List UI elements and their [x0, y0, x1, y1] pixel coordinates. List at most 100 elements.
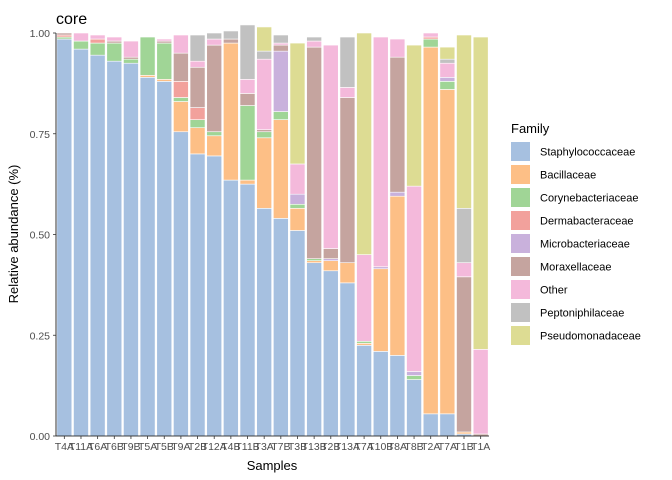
bar-segment-staphylococcaceae-t5a — [139, 77, 156, 437]
bar-segment-staphylococcaceae-t9a — [173, 131, 189, 437]
bar-segment-bacillaceae-t11b — [239, 179, 256, 185]
bar-segment-moraxellaceae-t9b — [123, 56, 139, 60]
bar-segment-staphylococcaceae-t7a — [439, 413, 456, 437]
bar-segment-other-t5b — [156, 38, 173, 42]
bar-segment-corynebacteriaceae-t6b — [106, 42, 123, 62]
bar-segment-corynebacteriaceae-t7a — [356, 340, 372, 344]
bar-segment-pseudomonadaceae-t8b — [406, 44, 422, 187]
bar-segment-dermabacteraceae-t9a — [173, 81, 189, 98]
x-tick-label: T6A — [88, 441, 107, 453]
y-axis: 0.00 0.25 0.50 0.75 1.00 — [30, 28, 56, 443]
x-tick-label: T13B — [302, 441, 327, 453]
bar-segment-bacillaceae-t12a — [206, 135, 223, 157]
bar-segment-peptoniphilaceae-t13b — [306, 36, 322, 42]
x-tick-label: T6B — [105, 441, 124, 453]
legend-key-microbacteriaceae — [511, 234, 530, 253]
bar-segment-other-t9b — [123, 40, 139, 58]
x-tick-label: T3B — [288, 441, 307, 453]
bar-segment-peptoniphilaceae-t3a — [256, 50, 272, 60]
x-tick-label: T7A — [438, 441, 457, 453]
x-axis-title: Samples — [247, 458, 298, 473]
bar-segment-corynebacteriaceae-t13b — [306, 258, 322, 261]
bar-segment-bacillaceae-t10b — [372, 268, 389, 352]
bar-segment-corynebacteriaceae-t7a — [439, 81, 456, 90]
bar-segment-other-t13a — [339, 87, 356, 98]
bar-segment-other-t11b — [239, 79, 256, 94]
bar-segment-moraxellaceae-t13b — [306, 46, 322, 259]
x-tick-label: T4B — [221, 441, 240, 453]
bar-segment-bacillaceae-t13a — [339, 262, 356, 284]
bar-segment-staphylococcaceae-t12a — [206, 155, 223, 437]
x-tick-label: T2B — [321, 441, 340, 453]
legend-key-dermabacteraceae — [511, 211, 530, 230]
bar-segment-moraxellaceae-t8a — [389, 56, 406, 193]
plot-area — [56, 24, 489, 437]
bar-segment-bacillaceae-t4b — [223, 42, 239, 181]
bar-segment-bacillaceae-t3a — [256, 137, 272, 209]
bar-segment-corynebacteriaceae-t2a — [422, 38, 439, 48]
bar-segment-peptoniphilaceae-t11b — [239, 24, 256, 80]
bar-segment-other-t13b — [306, 40, 322, 48]
legend-key-bacillaceae — [511, 165, 530, 184]
legend-key-staphylococcaceae — [511, 142, 530, 161]
bar-segment-peptoniphilaceae-t4b — [223, 30, 239, 40]
x-tick-label: T4A — [55, 441, 74, 453]
bar-segment-corynebacteriaceae-t8b — [406, 375, 422, 380]
x-tick-label: T12A — [202, 441, 227, 453]
x-tick-label: T5B — [155, 441, 174, 453]
legend-key-moraxellaceae — [511, 257, 530, 276]
y-tick-label: 0.75 — [30, 129, 51, 141]
bar-segment-peptoniphilaceae-t12a — [206, 32, 223, 40]
bar-segment-staphylococcaceae-t5b — [156, 81, 173, 437]
y-tick-label: 0.50 — [30, 230, 51, 242]
bar-segment-other-t1b — [456, 262, 472, 278]
bar-segment-pseudomonadaceae-t1b — [456, 34, 472, 209]
bar-segment-moraxellaceae-t5b — [156, 40, 173, 44]
x-tick-label: T1A — [471, 441, 490, 453]
legend-label-peptoniphilaceae: Peptoniphilaceae — [540, 308, 624, 320]
y-axis-title: Relative abundance (%) — [6, 165, 21, 304]
bar-segment-other-t8b — [406, 185, 422, 372]
bar-segment-bacillaceae-t13b — [306, 260, 322, 264]
bar-segment-bacillaceae-t2a — [422, 46, 439, 415]
bar-segment-other-t3b — [289, 163, 306, 195]
bar-segment-corynebacteriaceae-t11a — [73, 40, 89, 50]
bar-segment-corynebacteriaceae-t2b — [189, 119, 206, 129]
bar-segment-microbacteriaceae-t8a — [389, 191, 406, 197]
bar-segment-staphylococcaceae-t8b — [406, 379, 422, 437]
bar-segment-moraxellaceae-t11b — [239, 93, 256, 106]
legend: Family Staphylococcaceae Bacillaceae Coryn… — [511, 121, 641, 345]
x-tick-label: T2B — [188, 441, 207, 453]
bar-segment-pseudomonadaceae-t7a — [439, 46, 456, 60]
bar-segment-staphylococcaceae-t3b — [289, 230, 306, 437]
bar-segment-bacillaceae-t1b — [456, 431, 472, 435]
legend-label-bacillaceae: Bacillaceae — [540, 170, 596, 182]
bar-segment-bacillaceae-t2b — [189, 127, 206, 155]
bar-segment-microbacteriaceae-t10b — [372, 266, 389, 270]
bar-segment-dermabacteraceae-t2b — [189, 107, 206, 120]
bar-segment-staphylococcaceae-t13a — [339, 282, 356, 437]
bar-segment-pseudomonadaceae-t7a — [356, 32, 372, 255]
bar-segment-bacillaceae-t7b — [273, 119, 289, 219]
legend-label-pseudomonadaceae: Pseudomonadaceae — [540, 331, 641, 343]
bar-segment-microbacteriaceae-t2b — [322, 258, 339, 261]
bar-segment-moraxellaceae-t6b — [106, 40, 123, 44]
bar-segment-staphylococcaceae-t13b — [306, 262, 322, 437]
bar-segment-corynebacteriaceae-t5b — [156, 42, 173, 80]
legend-key-pseudomonadaceae — [511, 326, 530, 345]
bar-segment-microbacteriaceae-t7b — [273, 50, 289, 112]
bar-segment-corynebacteriaceae-t3a — [256, 131, 272, 139]
bar-segment-staphylococcaceae-t8a — [389, 355, 406, 437]
legend-key-other — [511, 280, 530, 299]
bar-segment-other-t2b — [322, 44, 339, 249]
bar-segment-peptoniphilaceae-t13a — [339, 36, 356, 88]
x-tick-label: T10B — [368, 441, 393, 453]
bar-segment-peptoniphilaceae-t1b — [456, 208, 472, 264]
x-tick-label: T9B — [121, 441, 140, 453]
legend-label-other: Other — [540, 285, 568, 297]
bar-segment-staphylococcaceae-t11b — [239, 183, 256, 437]
x-tick-label: T1B — [454, 441, 473, 453]
bar-segment-staphylococcaceae-t4b — [223, 179, 239, 437]
legend-title: Family — [511, 121, 550, 136]
